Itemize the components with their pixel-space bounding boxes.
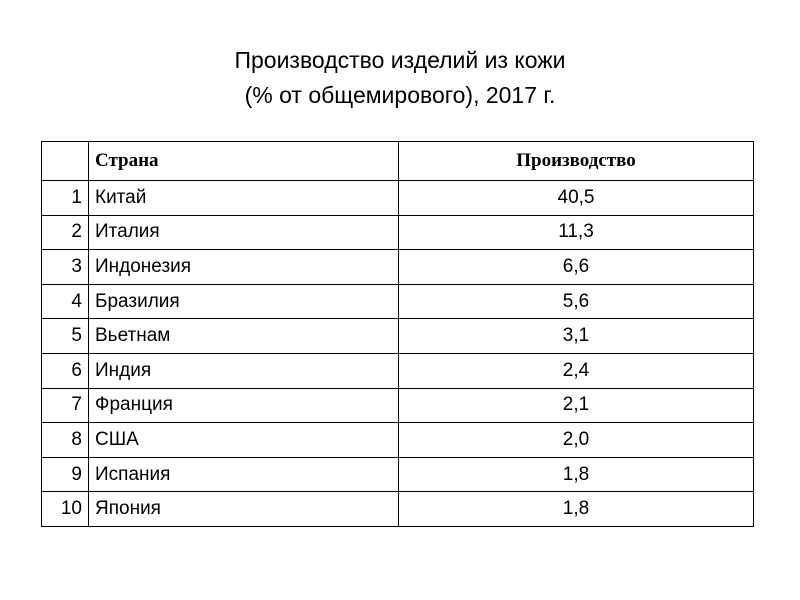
table-cell: 6,6 — [398, 249, 754, 285]
table-cell: США — [88, 422, 399, 458]
table: Страна Производство 1 Китай 40,5 2 Италия 11,3… — [41, 141, 754, 527]
table-cell: Япония — [88, 491, 399, 527]
table-cell: Индия — [88, 352, 399, 389]
table-cell: Испания — [88, 456, 399, 493]
title: Производство изделий из кожи (% от общем… — [0, 43, 800, 113]
title-line: Производство изделий из кожи — [234, 47, 566, 73]
table-cell: 3 — [41, 249, 89, 285]
table-cell: 2 — [41, 214, 89, 251]
table-row: 9 Испания 1,8 — [41, 456, 754, 493]
table-row: 7 Франция 2,1 — [41, 387, 754, 424]
table-cell: 7 — [41, 387, 89, 424]
table-row: 2 Италия 11,3 — [41, 214, 754, 251]
title-line: (% от общемирового), 2017 г. — [244, 82, 556, 108]
table-cell: 3,1 — [398, 318, 754, 354]
table-cell: Италия — [88, 214, 399, 251]
table-row: 1 Китай 40,5 — [41, 180, 754, 216]
table-cell: 40,5 — [398, 180, 754, 216]
table-row: 5 Вьетнам 3,1 — [41, 318, 754, 354]
column-header — [41, 141, 89, 181]
table-cell: Вьетнам — [88, 318, 399, 354]
table-row: 10 Япония 1,8 — [41, 491, 754, 527]
table-cell: 10 — [41, 491, 89, 527]
table-cell: 2,4 — [398, 352, 754, 389]
table-cell: 1,8 — [398, 456, 754, 493]
table-row: 6 Индия 2,4 — [41, 352, 754, 389]
table-row: 8 США 2,0 — [41, 422, 754, 458]
table-cell: Китай — [88, 180, 399, 216]
table-cell: 8 — [41, 422, 89, 458]
table-cell: 2,0 — [398, 422, 754, 458]
column-header: Производство — [398, 141, 754, 181]
table-cell: 5,6 — [398, 283, 754, 320]
table-row: 3 Индонезия 6,6 — [41, 249, 754, 285]
table-cell: 5 — [41, 318, 89, 354]
table-cell: Бразилия — [88, 283, 399, 320]
table-cell: Франция — [88, 387, 399, 424]
table-cell: 9 — [41, 456, 89, 493]
table-cell: 1 — [41, 180, 89, 216]
table-cell: 6 — [41, 352, 89, 389]
table-cell: 4 — [41, 283, 89, 320]
header-row: Страна Производство — [41, 141, 754, 181]
table-cell: 2,1 — [398, 387, 754, 424]
column-header: Страна — [88, 141, 399, 181]
table-cell: 1,8 — [398, 491, 754, 527]
table-row: 4 Бразилия 5,6 — [41, 283, 754, 320]
table-body: 1 Китай 40,5 2 Италия 11,3 3 Индонезия 6,6 4 Брази… — [41, 180, 754, 527]
table-cell: 11,3 — [398, 214, 754, 251]
table-cell: Индонезия — [88, 249, 399, 285]
